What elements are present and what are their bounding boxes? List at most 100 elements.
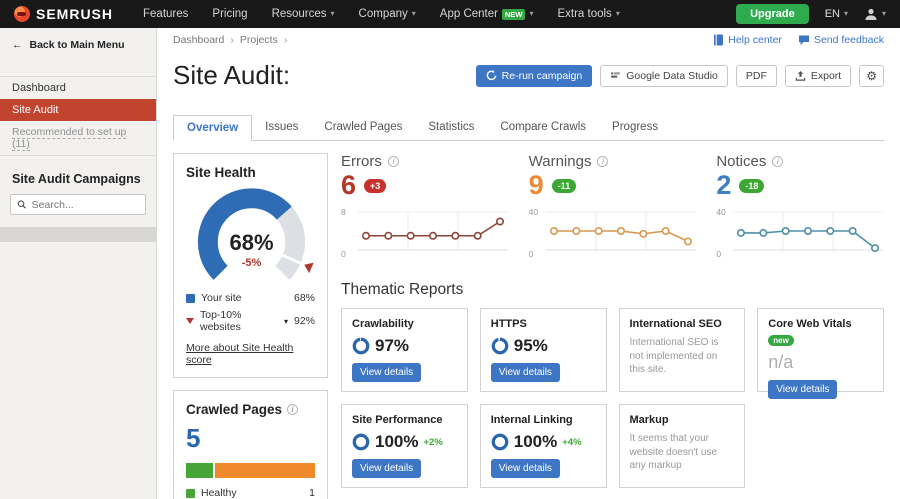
top-navbar: SEMRUSH Features Pricing Resources ▾ Comp… xyxy=(0,0,900,28)
view-details-button[interactable]: View details xyxy=(490,459,560,478)
export-icon xyxy=(795,70,806,81)
nav-item-pricing[interactable]: Pricing xyxy=(212,8,248,20)
report-card-core-web-vitals: Core Web Vitals new n/a View details xyxy=(757,308,884,399)
breadcrumb-dashboard[interactable]: Dashboard xyxy=(173,34,225,46)
view-details-button[interactable]: View details xyxy=(352,459,422,478)
delta-label: +4% xyxy=(562,436,582,448)
export-button[interactable]: Export xyxy=(784,64,852,87)
y-axis-min: 0 xyxy=(528,249,534,259)
new-badge: NEW xyxy=(501,8,526,20)
back-arrow-icon: ← xyxy=(12,39,23,51)
legend-swatch xyxy=(186,293,195,303)
breadcrumb: Dashboard › Projects › xyxy=(173,34,287,46)
donut-icon xyxy=(491,433,509,451)
tab-overview[interactable]: Overview xyxy=(173,115,253,141)
empty-grid-cell xyxy=(757,404,884,488)
campaign-search[interactable] xyxy=(10,194,146,215)
tab-statistics[interactable]: Statistics xyxy=(428,121,475,133)
report-card-international-seo: International SEO International SEO is n… xyxy=(618,308,746,392)
sidebar-item-site-audit[interactable]: Site Audit xyxy=(0,99,156,121)
tab-compare-crawls[interactable]: Compare Crawls xyxy=(500,121,587,133)
warnings-delta-badge: -11 xyxy=(551,178,577,193)
speech-bubble-icon xyxy=(798,35,809,45)
nav-item-features[interactable]: Features xyxy=(143,8,189,20)
errors-delta-badge: +3 xyxy=(364,178,387,193)
navbar-right: Upgrade EN ▾ ▾ xyxy=(736,4,886,24)
new-badge: new xyxy=(768,335,794,346)
view-details-button[interactable]: View details xyxy=(768,380,838,399)
nav-item-app-center[interactable]: App Center NEW ▾ xyxy=(439,8,534,20)
tab-issues[interactable]: Issues xyxy=(265,121,299,133)
info-icon[interactable]: i xyxy=(597,156,609,167)
crawled-pages-title: Crawled Pages xyxy=(186,402,283,417)
card-description: International SEO is not implemented on … xyxy=(629,337,719,375)
site-health-card: Site Health 68% -5% xyxy=(173,153,328,378)
site-health-more-link[interactable]: More about Site Health score xyxy=(186,342,294,366)
legend-your-site: Your site 68% xyxy=(186,292,315,304)
metric-notices: Notices i 2 -18 40 0 xyxy=(716,153,884,263)
rerun-campaign-button[interactable]: Re-run campaign xyxy=(475,64,593,87)
sidebar-item-recommended[interactable]: Recommended to set up (11) xyxy=(12,126,127,151)
nav-item-company[interactable]: Company ▾ xyxy=(358,8,416,20)
sidebar-nav: Dashboard Site Audit Recommended to set … xyxy=(0,76,156,156)
site-health-title: Site Health xyxy=(186,165,256,180)
pdf-button[interactable]: PDF xyxy=(735,64,777,87)
warnings-count: 9 xyxy=(528,170,544,200)
semrush-flame-icon xyxy=(14,6,30,22)
metric-errors: Errors i 6 +3 8 0 xyxy=(341,153,509,263)
info-icon[interactable]: i xyxy=(287,404,299,415)
nav-item-extra-tools[interactable]: Extra tools ▾ xyxy=(557,8,620,20)
semrush-logo[interactable]: SEMRUSH xyxy=(14,6,113,22)
sidebar-item-dashboard[interactable]: Dashboard xyxy=(12,82,66,94)
metric-title: Notices xyxy=(716,153,767,170)
chevron-down-icon: ▾ xyxy=(283,316,288,326)
legend-swatch xyxy=(186,488,195,498)
chevron-down-icon: ▾ xyxy=(615,9,620,18)
delta-label: +2% xyxy=(423,436,443,448)
toolbar: Re-run campaign Google Data Studio PDF E… xyxy=(475,64,884,87)
book-icon xyxy=(714,34,724,46)
healthy-bar-segment xyxy=(186,463,213,478)
y-axis-min: 0 xyxy=(341,249,346,259)
help-center-link[interactable]: Help center xyxy=(713,34,782,46)
view-details-button[interactable]: View details xyxy=(490,363,560,382)
view-details-button[interactable]: View details xyxy=(352,363,422,382)
page-title: Site Audit: xyxy=(173,60,291,90)
back-to-main-menu[interactable]: ← Back to Main Menu xyxy=(12,39,125,51)
notices-trend-chart xyxy=(733,211,884,253)
tab-progress[interactable]: Progress xyxy=(612,121,659,133)
user-icon xyxy=(865,8,877,20)
site-health-gauge: 68% -5% xyxy=(186,184,315,287)
settings-button[interactable]: ⚙ xyxy=(859,64,884,87)
upgrade-button[interactable]: Upgrade xyxy=(736,4,809,24)
data-studio-icon xyxy=(611,72,621,78)
user-menu[interactable]: ▾ xyxy=(864,7,886,21)
info-icon[interactable]: i xyxy=(772,156,784,167)
crawled-pages-card: Crawled Pages i 5 Healthy 1 xyxy=(173,390,328,499)
brand-name: SEMRUSH xyxy=(36,6,114,22)
warnings-trend-chart xyxy=(545,211,696,251)
info-icon[interactable]: i xyxy=(387,156,399,167)
send-feedback-link[interactable]: Send feedback xyxy=(798,34,884,46)
gauge-chart xyxy=(197,188,314,280)
triangle-down-icon xyxy=(186,318,194,324)
search-input[interactable] xyxy=(31,198,139,211)
metric-title: Warnings xyxy=(528,153,592,170)
donut-icon xyxy=(352,337,370,355)
report-card-internal-linking: Internal Linking 100% +4% View details xyxy=(479,404,607,488)
report-card-markup: Markup It seems that your website doesn'… xyxy=(618,404,746,488)
main-content: Dashboard › Projects › Help center Send … xyxy=(157,28,900,499)
gear-icon: ⚙ xyxy=(866,68,877,83)
issues-bar-segment xyxy=(214,463,315,478)
breadcrumb-projects[interactable]: Projects xyxy=(239,34,278,46)
nav-item-resources[interactable]: Resources ▾ xyxy=(271,8,335,20)
y-axis-max: 40 xyxy=(716,207,726,217)
google-data-studio-button[interactable]: Google Data Studio xyxy=(600,64,728,87)
selected-campaign-item[interactable] xyxy=(0,227,156,242)
chevron-down-icon: ▾ xyxy=(529,9,534,18)
language-selector[interactable]: EN ▾ xyxy=(824,8,848,20)
legend-top10-websites[interactable]: Top-10% websites ▾ 92% xyxy=(186,309,315,333)
chevron-down-icon: ▾ xyxy=(843,9,848,18)
tab-crawled-pages[interactable]: Crawled Pages xyxy=(324,121,403,133)
report-card-https: HTTPS 95% View details xyxy=(479,308,607,392)
